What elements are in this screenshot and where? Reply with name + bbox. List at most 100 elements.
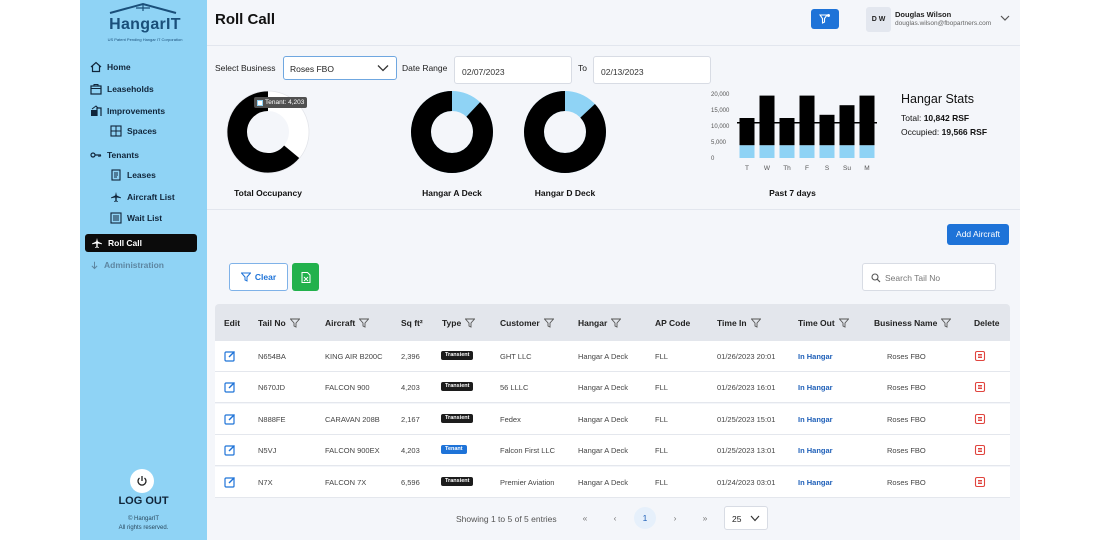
date-from-input[interactable]: 02/07/2023 [454, 56, 572, 84]
aircraft-cell: FALCON 7X [325, 477, 367, 487]
table-row[interactable]: N5VJ FALCON 900EX 4,203 Falcon First LLC Han… [215, 435, 1010, 467]
sidebar-item-leaseholds[interactable]: Leaseholds [90, 80, 154, 98]
page-button[interactable]: 1 [634, 507, 656, 529]
business-select[interactable]: Roses FBO [283, 56, 397, 80]
delete-icon[interactable] [974, 381, 986, 393]
sidebar-item-label: Aircraft List [127, 192, 175, 202]
search-input[interactable] [885, 270, 991, 286]
search-box[interactable] [862, 263, 996, 291]
sidebar-item-tenants[interactable]: Tenants [90, 146, 139, 164]
hangar-d-donut[interactable] [523, 90, 607, 174]
sidebar-item-home[interactable]: Home [90, 58, 131, 76]
bar-segment[interactable] [799, 145, 815, 158]
hangar-a-donut[interactable] [410, 90, 494, 174]
sidebar-item-label: Tenants [107, 150, 139, 160]
edit-icon[interactable] [224, 444, 236, 456]
avatar[interactable]: D W [866, 7, 891, 32]
sidebar-item-aircraft-list[interactable]: Aircraft List [110, 188, 175, 206]
bar-segment[interactable] [739, 145, 755, 158]
sidebar-item-spaces[interactable]: Spaces [110, 122, 157, 140]
next-page-button[interactable]: › [673, 513, 677, 523]
col-tail-no[interactable]: Tail No [258, 318, 300, 328]
bar-segment[interactable] [839, 145, 855, 158]
bar-segment[interactable] [779, 145, 795, 158]
column-filter-icon[interactable] [289, 318, 300, 328]
chevron-down-icon[interactable] [1000, 14, 1010, 22]
time-out-cell[interactable]: In Hangar [798, 352, 833, 361]
table-row[interactable]: N888FE CARAVAN 208B 2,167 Fedex Hangar A Dec… [215, 403, 1010, 435]
table-row[interactable]: N7X FALCON 7X 6,596 Premier Aviation Hangar … [215, 466, 1010, 498]
sidebar-item-roll-call[interactable]: Roll Call [85, 234, 197, 252]
sidebar-item-improvements[interactable]: Improvements [90, 102, 165, 120]
delete-icon[interactable] [974, 350, 986, 362]
col-business-name[interactable]: Business Name [874, 318, 952, 328]
bar-segment[interactable] [859, 95, 875, 146]
customer-cell: Premier Aviation [500, 477, 555, 487]
col-aircraft[interactable]: Aircraft [325, 318, 370, 328]
col-customer[interactable]: Customer [500, 318, 554, 328]
bar-segment[interactable] [759, 145, 775, 158]
arrow-down-icon [91, 261, 98, 269]
sidebar-item-leases[interactable]: Leases [110, 166, 156, 184]
add-aircraft-button[interactable]: Add Aircraft [947, 224, 1009, 245]
col-time-out[interactable]: Time Out [798, 318, 849, 328]
col-type[interactable]: Type [442, 318, 476, 328]
column-filter-icon[interactable] [611, 318, 622, 328]
date-to-input[interactable]: 02/13/2023 [593, 56, 711, 84]
bar-segment[interactable] [779, 118, 795, 146]
brand-tagline: US Patent Pending Hangar IT Corporation [107, 37, 183, 42]
col-delete-label: Delete [974, 318, 1000, 328]
edit-icon[interactable] [224, 413, 236, 425]
time-out-cell[interactable]: In Hangar [798, 383, 833, 393]
type-badge: Transient [441, 351, 474, 360]
export-button[interactable] [292, 263, 319, 291]
table-row[interactable]: N654BA KING AIR B200C 2,396 GHT LLC Hangar A… [215, 341, 1010, 372]
bar-segment[interactable] [739, 118, 755, 146]
notifications-button[interactable] [811, 9, 839, 29]
column-filter-icon[interactable] [941, 318, 952, 328]
bar-segment[interactable] [819, 145, 835, 158]
sidebar-item-wait-list[interactable]: Wait List [110, 209, 162, 227]
time-out-cell[interactable]: In Hangar [798, 446, 833, 456]
bar-segment[interactable] [839, 105, 855, 146]
time-out-cell[interactable]: In Hangar [798, 414, 833, 424]
column-filter-icon[interactable] [838, 318, 849, 328]
clear-filters-button[interactable]: Clear [229, 263, 288, 291]
last-page-button[interactable]: » [702, 513, 708, 523]
bar-segment[interactable] [819, 114, 835, 146]
past-7-days-bar-chart[interactable]: 20,000 15,000 10,000 5,000 0 T W Th F S Su M [700, 88, 885, 176]
power-button[interactable] [130, 469, 154, 493]
col-time-in[interactable]: Time In [717, 318, 761, 328]
sidebar-item-administration[interactable]: Administration [90, 256, 164, 274]
table-header: Edit Tail No Aircraft Sq ft² Type Custom… [215, 304, 1010, 341]
delete-icon[interactable] [974, 444, 986, 456]
edit-icon[interactable] [224, 476, 236, 488]
ap-code-cell: FLL [655, 383, 668, 393]
column-filter-icon[interactable] [750, 318, 761, 328]
edit-icon[interactable] [224, 381, 236, 393]
bar-segment[interactable] [759, 95, 775, 146]
delete-icon[interactable] [974, 476, 986, 488]
prev-page-button[interactable]: ‹ [613, 513, 617, 523]
home-icon [90, 61, 102, 73]
col-sqft-label: Sq ft² [401, 318, 423, 328]
table-row[interactable]: N670JD FALCON 900 4,203 56 LLLC Hangar A Dec… [215, 372, 1010, 404]
brand-logo[interactable]: HangarIT US Patent Pending Hangar IT Cor… [90, 0, 200, 44]
stats-occupied-label: Occupied: [901, 127, 940, 137]
col-hangar[interactable]: Hangar [578, 318, 622, 328]
bar-segment[interactable] [799, 95, 815, 146]
bar-segment[interactable] [859, 145, 875, 158]
sqft-cell: 2,396 [401, 352, 420, 361]
column-filter-icon[interactable] [359, 318, 370, 328]
per-page-select[interactable]: 25 [724, 506, 768, 530]
column-filter-icon[interactable] [543, 318, 554, 328]
hangar-d-caption: Hangar D Deck [534, 188, 596, 198]
time-out-cell[interactable]: In Hangar [798, 477, 833, 487]
column-filter-icon[interactable] [465, 318, 476, 328]
aircraft-cell: FALCON 900 [325, 383, 370, 393]
delete-icon[interactable] [974, 413, 986, 425]
logout-link[interactable]: LOG OUT [118, 495, 169, 507]
x-tick-label: T [745, 165, 749, 172]
first-page-button[interactable]: « [582, 513, 588, 523]
edit-icon[interactable] [224, 350, 236, 362]
